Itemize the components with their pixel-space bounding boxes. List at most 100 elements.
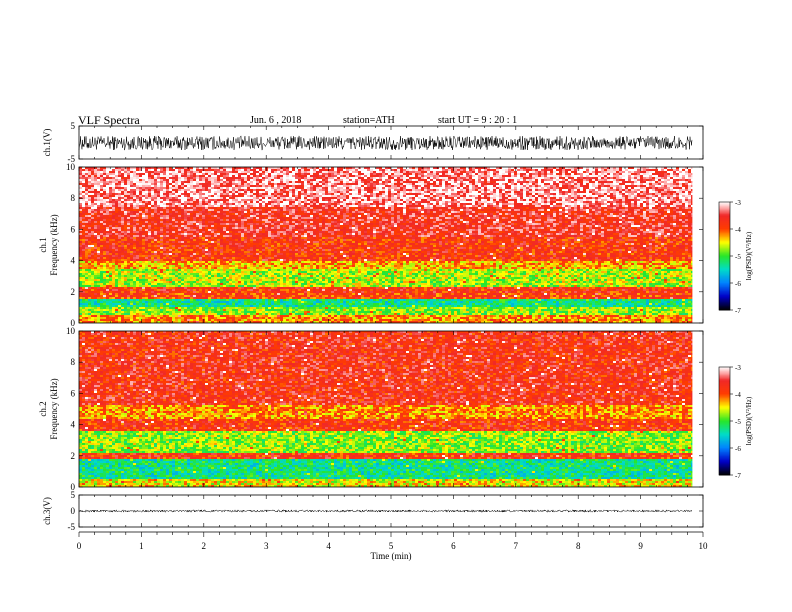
psd-cell (451, 205, 454, 207)
psd-cell (487, 181, 490, 183)
psd-cell (103, 173, 106, 175)
psd-cell (196, 177, 199, 179)
psd-cell (643, 167, 646, 169)
psd-cell (148, 191, 151, 193)
psd-cell (415, 191, 418, 193)
psd-cell (511, 183, 514, 185)
psd-cell (658, 195, 661, 197)
psd-cell (130, 169, 133, 171)
psd-cell (529, 213, 532, 215)
psd-cell (304, 183, 307, 185)
psd-cell (631, 183, 634, 185)
psd-cell (622, 207, 625, 209)
psd-cell (592, 205, 595, 207)
psd-cell (496, 183, 499, 185)
psd-cell (88, 197, 91, 199)
psd-cell (580, 177, 583, 179)
psd-cell (220, 193, 223, 195)
psd-cell (244, 185, 247, 187)
psd-cell (160, 169, 163, 171)
psd-cell (439, 197, 442, 199)
psd-cell (583, 191, 586, 193)
psd-cell (673, 211, 676, 213)
psd-cell (190, 199, 193, 201)
psd-cell (160, 209, 163, 211)
psd-cell (388, 205, 391, 207)
station-label: station=ATH (343, 115, 395, 126)
psd-cell (655, 199, 658, 201)
psd-cell (646, 193, 649, 195)
psd-cell (556, 179, 559, 181)
psd-cell (382, 197, 385, 199)
psd-cell (445, 187, 448, 189)
psd-cell (421, 183, 424, 185)
psd-cell (136, 185, 139, 187)
psd-cell (334, 183, 337, 185)
psd-cell (655, 189, 658, 191)
psd-cell (292, 205, 295, 207)
psd-cell (241, 201, 244, 203)
psd-cell (193, 189, 196, 191)
psd-cell (538, 181, 541, 183)
psd-cell (535, 181, 538, 183)
psd-cell (349, 169, 352, 171)
psd-cell (304, 211, 307, 213)
psd-cell (496, 203, 499, 205)
psd-cell (97, 177, 100, 179)
psd-cell (454, 191, 457, 193)
psd-cell (406, 205, 409, 207)
psd-cell (433, 183, 436, 185)
psd-cell (220, 185, 223, 187)
psd-cell (520, 193, 523, 195)
psd-cell (304, 171, 307, 173)
psd-cell (211, 185, 214, 187)
psd-cell (388, 193, 391, 195)
psd-cell (331, 203, 334, 205)
psd-cell (520, 207, 523, 209)
psd-cell (328, 175, 331, 177)
psd-cell (487, 185, 490, 187)
psd-cell (493, 179, 496, 181)
psd-cell (544, 199, 547, 201)
psd-cell (244, 191, 247, 193)
psd-cell (208, 173, 211, 175)
psd-cell (598, 197, 601, 199)
psd-cell (559, 191, 562, 193)
psd-cell (214, 203, 217, 205)
psd-cell (301, 169, 304, 171)
psd-cell (514, 189, 517, 191)
psd-cell (289, 189, 292, 191)
psd-cell (445, 205, 448, 207)
psd-cell (181, 199, 184, 201)
psd-cell (535, 199, 538, 201)
psd-cell (163, 195, 166, 197)
psd-cell (532, 199, 535, 201)
psd-cell (445, 199, 448, 201)
psd-cell (472, 191, 475, 193)
psd-cell (157, 193, 160, 195)
psd-cell (130, 167, 133, 169)
psd-cell (559, 171, 562, 173)
psd-cell (196, 207, 199, 209)
psd-cell (421, 185, 424, 187)
psd-cell (481, 169, 484, 171)
psd-cell (136, 177, 139, 179)
psd-cell (589, 191, 592, 193)
psd-cell (622, 173, 625, 175)
psd-cell (286, 191, 289, 193)
psd-cell (478, 185, 481, 187)
psd-cell (676, 171, 679, 173)
psd-cell (424, 183, 427, 185)
psd-cell (415, 207, 418, 209)
psd-cell (457, 191, 460, 193)
psd-cell (244, 169, 247, 171)
psd-cell (325, 171, 328, 173)
psd-cell (598, 181, 601, 183)
psd-cell (448, 211, 451, 213)
psd-cell (403, 187, 406, 189)
psd-cell (169, 167, 172, 169)
psd-cell (646, 179, 649, 181)
psd-cell (325, 185, 328, 187)
psd-cell (244, 173, 247, 175)
psd-cell (166, 171, 169, 173)
